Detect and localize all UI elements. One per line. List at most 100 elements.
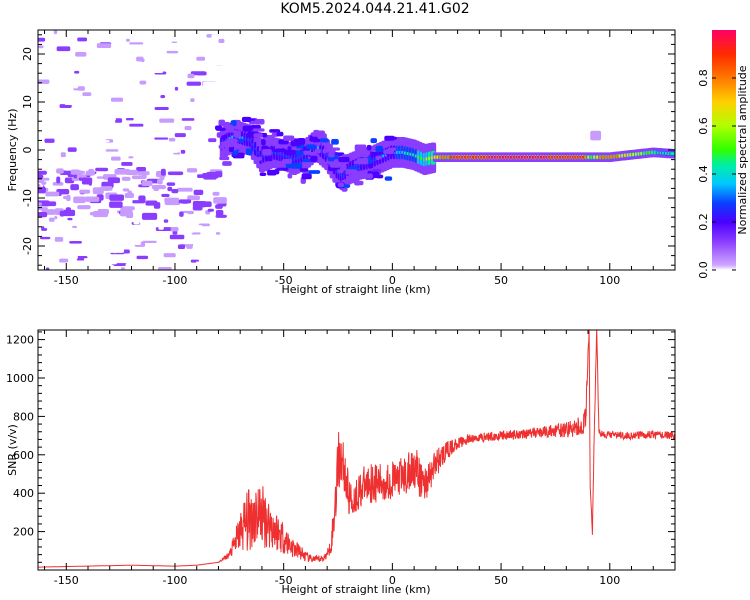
spectrogram-cell [48,242,55,246]
spectrogram-cell [46,249,54,253]
snr-y-tick-label: 1200 [6,334,34,347]
spectrogram-cell [203,173,217,180]
spectrogram-cell [134,241,141,245]
spectrogram-cell [215,232,221,235]
spectrogram-cell [122,217,132,221]
spectrogram-cell [38,37,46,42]
spectrogram-cell [241,116,252,123]
spectrogram-cell [112,248,120,251]
spectrogram-cell [153,37,158,41]
spectrogram-cell [64,167,70,171]
spectrogram-cell [218,38,225,44]
snr-plot: -150 -100 -50 0 50 100 200 400 600 800 1000 1200 He… [6,329,676,596]
spectrogram-cell [158,226,164,230]
spectrogram-cell [310,155,318,163]
spectrogram-cell [86,185,92,189]
spectrogram-cell [160,132,165,137]
colorbar-tick-label: 0.4 [697,165,710,183]
spectrogram-cell [142,140,153,143]
spectrogram-cell [309,135,320,142]
spectrogram-cell [81,128,93,132]
spectrogram-cell [186,168,198,173]
spectrogram-cell [253,133,263,138]
spectrogram-cell [337,182,345,188]
spectrogram-y-axis-label: Frequency (Hz) [6,109,19,192]
spectrogram-cell [72,90,80,95]
spectrogram-cell [163,253,176,258]
spectrogram-cell [59,104,72,109]
spectrogram-cell [274,163,284,169]
spectrogram-cell [121,256,133,260]
spectrogram-cell [154,137,169,140]
spectrogram-cell [51,267,61,270]
snr-axes: -150 -100 -50 0 50 100 200 400 600 800 1000 1200 [6,330,676,587]
spectrogram-cell [139,80,147,85]
spectrogram-cell [133,220,140,225]
spectrogram-cell [174,132,186,138]
spectrogram-cell [370,138,378,144]
spectrogram-cell [89,254,97,258]
spectrogram-cell [171,188,179,194]
spectrogram-cell [156,81,166,85]
spectrogram-cell [186,81,202,86]
spectrogram-cell [125,263,137,267]
spectrogram-cell [205,77,212,81]
spectrogram-cell [179,211,184,217]
spectrogram-cell [164,197,180,203]
snr-y-tick-label: 200 [13,526,34,539]
spectrogram-cell [125,242,131,246]
spectrogram-cell [136,166,146,172]
snr-x-tick-label: -100 [162,574,187,587]
spectrogram-cell [129,42,144,45]
spectrogram-cell [141,58,145,63]
spectrogram-cell [188,113,199,117]
spectrogram-cell [187,73,195,79]
spectrogram-cell [66,221,76,225]
spectrogram-cell [245,148,253,156]
snr-x-tick-label: 100 [599,574,620,587]
spectrogram-cell [181,93,194,97]
spectrogram-cell [119,212,132,217]
spectrogram-cell [91,124,102,128]
spectrogram-cell [65,125,69,130]
spectrogram-cell [84,196,100,202]
spectrogram-cell [211,34,218,39]
spectrogram-cell [196,167,206,171]
spectrogram-cell [218,119,226,127]
spectrogram-cell [363,173,373,179]
snr-y-tick-label: 600 [13,449,34,462]
spectrogram-cell [69,241,82,244]
colorbar-tick-label: 0.8 [697,69,710,87]
spectrogram-x-tick-label: 100 [599,274,620,287]
spectrogram-cell [192,115,203,120]
spectrogram-cell [141,173,147,179]
spectrogram-cell [84,220,94,225]
spectrogram-cell [99,130,113,133]
spectrogram-cell [77,107,90,112]
spectrogram-cell [38,258,49,264]
spectrogram-cell [101,79,117,83]
spectrogram-cell [354,144,367,151]
spectrogram-cell [111,261,117,265]
spectrogram-cell [196,99,202,104]
spectrogram-cell [44,224,59,229]
spectrogram-cell [125,118,134,121]
spectrogram-cell [169,234,185,240]
spectrogram-cell [41,252,49,256]
spectrogram-cell [191,179,207,184]
spectrogram-cell [221,135,228,139]
spectrogram-cell [174,130,189,134]
spectrogram-cell [38,183,41,188]
spectrogram-y-tick-label: 0 [21,147,34,154]
spectrogram-cell [195,237,211,242]
spectrogram-cell [44,138,55,143]
spectrogram-cell [120,244,126,248]
spectrogram-cell [157,85,171,91]
spectrogram-cell [142,89,152,92]
spectrogram-cell [86,217,97,221]
spectrogram-cell [51,157,61,161]
spectrogram-cell [186,245,193,249]
spectrogram-cell [54,215,58,220]
spectrogram-cell [79,228,87,232]
